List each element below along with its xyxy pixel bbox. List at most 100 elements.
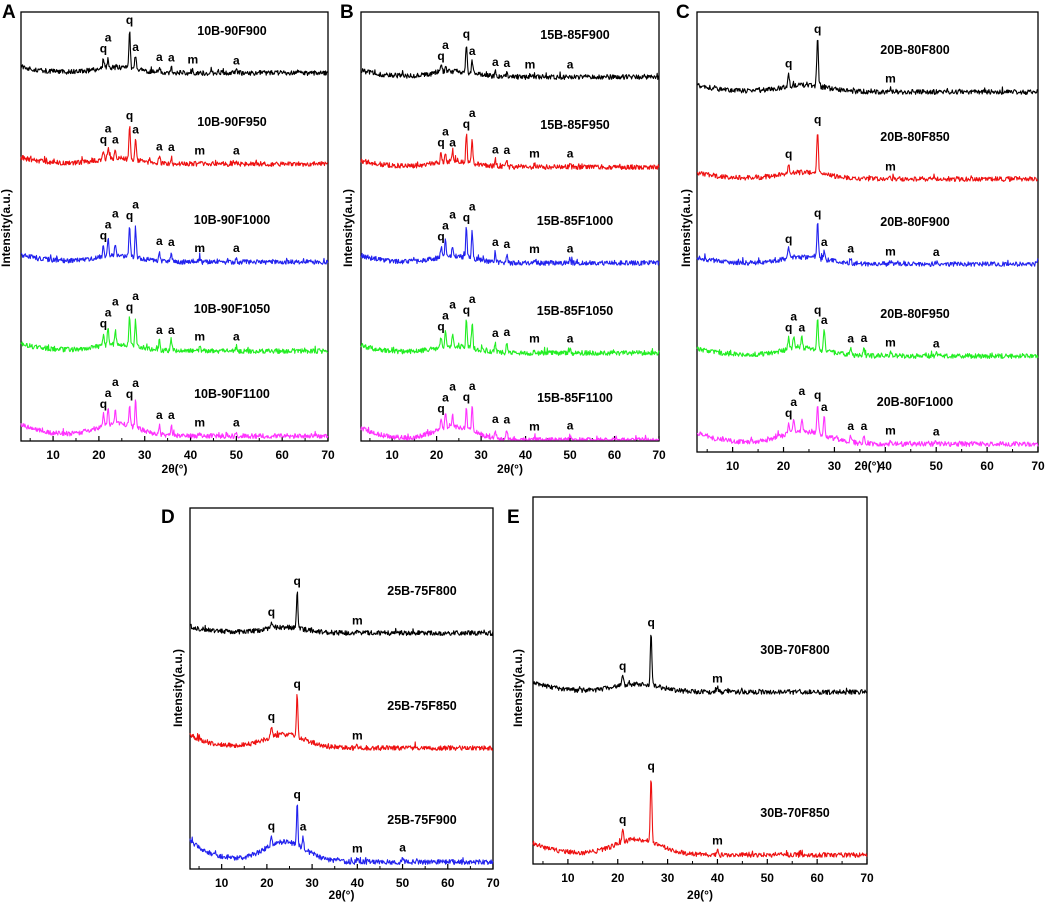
- panel-e: E 10 20 30 40 50 60 70 2θ(°) Intensity(a.u.) q q m 30…: [507, 496, 874, 902]
- peak-label: m: [352, 842, 363, 856]
- x-tick-label: 40: [351, 876, 365, 890]
- peak-label: m: [529, 242, 540, 256]
- peak-label: a: [132, 376, 139, 390]
- peak-label: a: [504, 413, 511, 427]
- peak-label: a: [156, 323, 163, 337]
- series-20B-80F850: q q m 20B-80F850: [697, 112, 1039, 182]
- peak-label: m: [529, 147, 540, 161]
- peak-label: m: [194, 241, 205, 255]
- series-line: [20, 225, 329, 265]
- peak-label: a: [790, 395, 797, 409]
- peak-label: m: [525, 57, 536, 71]
- sample-label: 15B-85F950: [540, 118, 610, 132]
- sample-label: 15B-85F1000: [537, 214, 613, 228]
- peak-label: a: [233, 144, 240, 158]
- x-axis-title: 2θ(°): [497, 462, 523, 476]
- plot-frame: [696, 11, 1039, 453]
- peak-label: q: [268, 819, 275, 833]
- x-tick-label: 50: [930, 459, 944, 473]
- peak-label: q: [785, 56, 792, 70]
- series-line: [360, 133, 660, 170]
- x-tick-label: 40: [879, 459, 893, 473]
- peak-label: a: [469, 379, 476, 393]
- x-tick-label: 50: [396, 876, 410, 890]
- peak-label: q: [126, 108, 133, 122]
- peak-label: m: [529, 419, 540, 433]
- x-tick-label: 70: [486, 876, 500, 890]
- peak-label: a: [469, 292, 476, 306]
- x-tick-label: 20: [777, 459, 791, 473]
- peak-label: q: [785, 232, 792, 246]
- peak-label: a: [105, 31, 112, 45]
- peak-label: a: [492, 235, 499, 249]
- peak-label: a: [442, 390, 449, 404]
- peak-label: a: [442, 125, 449, 139]
- peak-label: a: [567, 147, 574, 161]
- peak-label: q: [647, 616, 654, 630]
- peak-label: a: [847, 242, 854, 256]
- x-tick-label: 10: [561, 871, 575, 885]
- peak-label: q: [268, 709, 275, 723]
- x-axis-title: 2θ(°): [162, 462, 188, 476]
- x-tick-label: 30: [474, 448, 488, 462]
- x-tick-label: 50: [230, 448, 244, 462]
- peak-label: a: [132, 40, 139, 54]
- peak-label: a: [504, 143, 511, 157]
- peak-label: m: [885, 159, 896, 173]
- sample-label: 15B-85F1050: [537, 304, 613, 318]
- sample-label: 20B-80F950: [880, 307, 950, 321]
- x-tick-label: 40: [519, 448, 533, 462]
- peak-label: a: [492, 412, 499, 426]
- x-tick-label: 20: [260, 876, 274, 890]
- peak-label: a: [449, 379, 456, 393]
- series-line: [696, 39, 1039, 95]
- peak-label: a: [847, 419, 854, 433]
- peak-label: q: [814, 303, 821, 317]
- peak-label: a: [300, 819, 307, 833]
- sample-label: 10B-90F900: [197, 24, 267, 38]
- x-tick-label: 20: [611, 871, 625, 885]
- peak-label: a: [861, 419, 868, 433]
- peak-label: q: [100, 229, 107, 243]
- peak-label: a: [132, 198, 139, 212]
- peak-label: a: [933, 336, 940, 350]
- x-axis-title: 2θ(°): [687, 888, 713, 902]
- peak-label: a: [799, 320, 806, 334]
- peak-label: q: [814, 22, 821, 36]
- peak-label: a: [821, 313, 828, 327]
- peak-label: a: [567, 242, 574, 256]
- peak-label: q: [126, 209, 133, 223]
- series-25B-75F900: q q a m a 25B-75F900: [189, 788, 494, 865]
- peak-label: m: [712, 672, 723, 686]
- peak-label: a: [567, 57, 574, 71]
- x-tick-label: 10: [726, 459, 740, 473]
- series-30B-70F800: q q m 30B-70F800: [532, 616, 867, 695]
- peak-label: m: [712, 834, 723, 848]
- peak-label: a: [469, 106, 476, 120]
- peak-label: q: [437, 230, 444, 244]
- peak-label: a: [156, 50, 163, 64]
- panel-b: B10 20 30 40 50 60 702θ(°)Intensity(a.u.)qaaqa…: [340, 2, 666, 476]
- peak-label: a: [132, 122, 139, 136]
- peak-label: a: [567, 332, 574, 346]
- series-30B-70F850: q q m 30B-70F850: [532, 759, 868, 858]
- peak-label: m: [194, 144, 205, 158]
- peak-label: a: [168, 235, 175, 249]
- peak-label: m: [885, 336, 896, 350]
- y-axis-title: Intensity(a.u.): [171, 649, 185, 727]
- series-line: [532, 780, 868, 858]
- plot-frame: [532, 496, 868, 865]
- series-line: [20, 399, 329, 439]
- peak-label: a: [492, 55, 499, 69]
- peak-label: m: [885, 72, 896, 86]
- series-line: [189, 694, 494, 751]
- series-line: [20, 126, 329, 167]
- peak-label: a: [233, 241, 240, 255]
- sample-label: 10B-90F1050: [194, 302, 270, 316]
